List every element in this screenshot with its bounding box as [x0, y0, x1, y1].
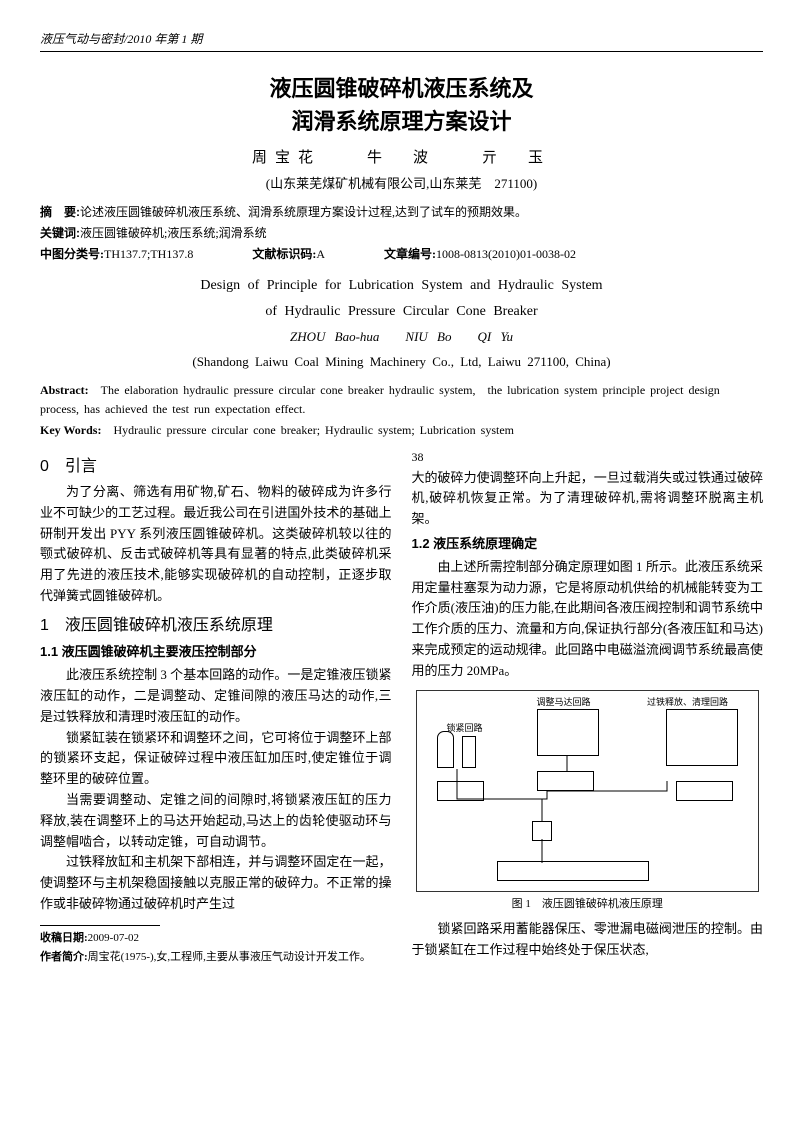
doc-code-label: 文献标识码: — [252, 247, 316, 261]
figure-1-schematic: 调整马达回路 过铁释放、清理回路 锁紧回路 — [416, 690, 760, 892]
authors-english: ZHOU Bao-hua NIU Bo QI Yu — [40, 327, 763, 348]
journal-header: 液压气动与密封/2010 年第 1 期 — [40, 30, 763, 52]
body-columns: 0 引言 为了分离、筛选有用矿物,矿石、物料的破碎成为许多行业不可缺少的工艺过程… — [40, 448, 763, 967]
title-line2: 润滑系统原理方案设计 — [40, 105, 763, 138]
abstract-en: The elaboration hydraulic pressure circu… — [40, 383, 720, 416]
keywords-cn-row: 关键词:液压圆锥破碎机;液压系统;润滑系统 — [40, 224, 763, 243]
article-id-label: 文章编号: — [384, 247, 436, 261]
abstract-en-row: Abstract: The elaboration hydraulic pres… — [40, 381, 763, 419]
keywords-en: Hydraulic pressure circular cone breaker… — [113, 423, 514, 437]
clc-label: 中图分类号: — [40, 247, 104, 261]
clc-value: TH137.7;TH137.8 — [104, 247, 193, 261]
keywords-en-label: Key Words: — [40, 423, 101, 437]
received-date-label: 收稿日期: — [40, 932, 88, 944]
abstract-cn-row: 摘 要:论述液压圆锥破碎机液压系统、润滑系统原理方案设计过程,达到了试车的预期效… — [40, 203, 763, 222]
keywords-cn: 液压圆锥破碎机;液压系统;润滑系统 — [80, 226, 267, 240]
title-line1: 液压圆锥破碎机液压系统及 — [40, 72, 763, 105]
section-1-2-heading: 1.2 液压系统原理确定 — [412, 534, 764, 555]
classification-row: 中图分类号:TH137.7;TH137.8 文献标识码:A 文章编号:1008-… — [40, 245, 763, 264]
title-english-l2: of Hydraulic Pressure Circular Cone Brea… — [40, 301, 763, 323]
paragraph-after-fig: 锁紧回路采用蓄能器保压、零泄漏电磁阀泄压的控制。由于锁紧缸在工作过程中始终处于保… — [412, 919, 764, 961]
section-1-heading: 1 液压圆锥破碎机液压系统原理 — [40, 613, 392, 639]
figure-1-caption: 图 1 液压圆锥破碎机液压原理 — [412, 896, 764, 914]
keywords-en-row: Key Words: Hydraulic pressure circular c… — [40, 421, 763, 440]
received-date: 收稿日期:2009-07-02 — [40, 930, 392, 948]
section-0-heading: 0 引言 — [40, 454, 392, 480]
authors-chinese: 周宝花 牛 波 亓 玉 — [40, 146, 763, 170]
paragraph-1-1a: 此液压系统控制 3 个基本回路的动作。一是定锥液压锁紧液压缸的动作，二是调整动、… — [40, 665, 392, 727]
paragraph-1-1d: 过铁释放缸和主机架下部相连，并与调整环固定在一起，使调整环与主机架稳固接触以克服… — [40, 852, 392, 914]
title-chinese: 液压圆锥破碎机液压系统及 润滑系统原理方案设计 — [40, 72, 763, 138]
affiliation-english: (Shandong Laiwu Coal Mining Machinery Co… — [40, 352, 763, 373]
paragraph-1-1b: 锁紧缸装在锁紧环和调整环之间，它可将位于调整环上部的锁紧环支起，保证破碎过程中液… — [40, 728, 392, 790]
author-bio-value: 周宝花(1975-),女,工程师,主要从事液压气动设计开发工作。 — [88, 951, 371, 963]
abstract-en-label: Abstract: — [40, 383, 89, 397]
page-number: 38 — [412, 448, 764, 467]
intro-paragraph: 为了分离、筛选有用矿物,矿石、物料的破碎成为许多行业不可缺少的工艺过程。最近我公… — [40, 482, 392, 607]
paragraph-col2-cont: 大的破碎力使调整环向上升起，一旦过载消失或过铁通过破碎机,破碎机恢复正常。为了清… — [412, 468, 764, 530]
keywords-label: 关键词: — [40, 226, 80, 240]
received-date-value: 2009-07-02 — [88, 932, 139, 944]
paragraph-1-1c: 当需要调整动、定锥之间的间隙时,将锁紧液压缸的压力释放,装在调整环上的马达开始起… — [40, 790, 392, 852]
doc-code-value: A — [316, 247, 325, 261]
section-1-1-heading: 1.1 液压圆锥破碎机主要液压控制部分 — [40, 642, 392, 663]
footnote-separator — [40, 925, 160, 926]
title-english-l1: Design of Principle for Lubrication Syst… — [40, 275, 763, 297]
abstract-label: 摘 要: — [40, 205, 80, 219]
author-bio-label: 作者简介: — [40, 951, 88, 963]
abstract-cn: 论述液压圆锥破碎机液压系统、润滑系统原理方案设计过程,达到了试车的预期效果。 — [80, 205, 527, 219]
paragraph-1-2a: 由上述所需控制部分确定原理如图 1 所示。此液压系统采用定量柱塞泵为动力源，它是… — [412, 557, 764, 682]
author-bio: 作者简介:周宝花(1975-),女,工程师,主要从事液压气动设计开发工作。 — [40, 949, 392, 967]
piping-lines — [417, 691, 759, 891]
affiliation-chinese: (山东莱芜煤矿机械有限公司,山东莱芜 271100) — [40, 174, 763, 195]
article-id-value: 1008-0813(2010)01-0038-02 — [436, 247, 576, 261]
